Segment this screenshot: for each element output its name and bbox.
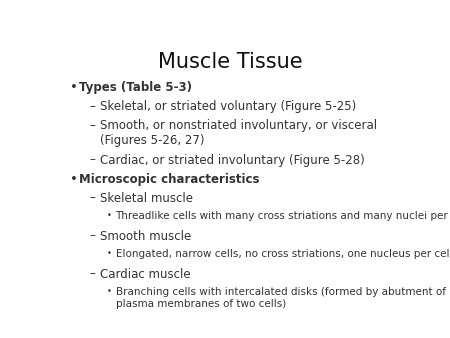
Text: Threadlike cells with many cross striations and many nuclei per cell: Threadlike cells with many cross striati…: [116, 211, 450, 220]
Text: –: –: [90, 230, 95, 242]
Text: Skeletal, or striated voluntary (Figure 5-25): Skeletal, or striated voluntary (Figure …: [100, 100, 356, 113]
Text: Types (Table 5-3): Types (Table 5-3): [79, 81, 192, 94]
Text: •: •: [107, 287, 112, 295]
Text: –: –: [90, 153, 95, 167]
Text: Muscle Tissue: Muscle Tissue: [158, 52, 303, 72]
Text: Microscopic characteristics: Microscopic characteristics: [79, 172, 259, 186]
Text: Smooth muscle: Smooth muscle: [100, 230, 191, 242]
Text: Smooth, or nonstriated involuntary, or visceral
(Figures 5-26, 27): Smooth, or nonstriated involuntary, or v…: [100, 119, 377, 147]
Text: Branching cells with intercalated disks (formed by abutment of
plasma membranes : Branching cells with intercalated disks …: [116, 287, 446, 309]
Text: –: –: [90, 192, 95, 204]
Text: Elongated, narrow cells, no cross striations, one nucleus per cell: Elongated, narrow cells, no cross striat…: [116, 248, 450, 259]
Text: –: –: [90, 119, 95, 132]
Text: •: •: [69, 81, 77, 94]
Text: •: •: [69, 172, 77, 186]
Text: –: –: [90, 100, 95, 113]
Text: –: –: [90, 267, 95, 281]
Text: •: •: [107, 248, 112, 258]
Text: Cardiac muscle: Cardiac muscle: [100, 267, 190, 281]
Text: •: •: [107, 211, 112, 219]
Text: Skeletal muscle: Skeletal muscle: [100, 192, 193, 204]
Text: Cardiac, or striated involuntary (Figure 5-28): Cardiac, or striated involuntary (Figure…: [100, 153, 364, 167]
